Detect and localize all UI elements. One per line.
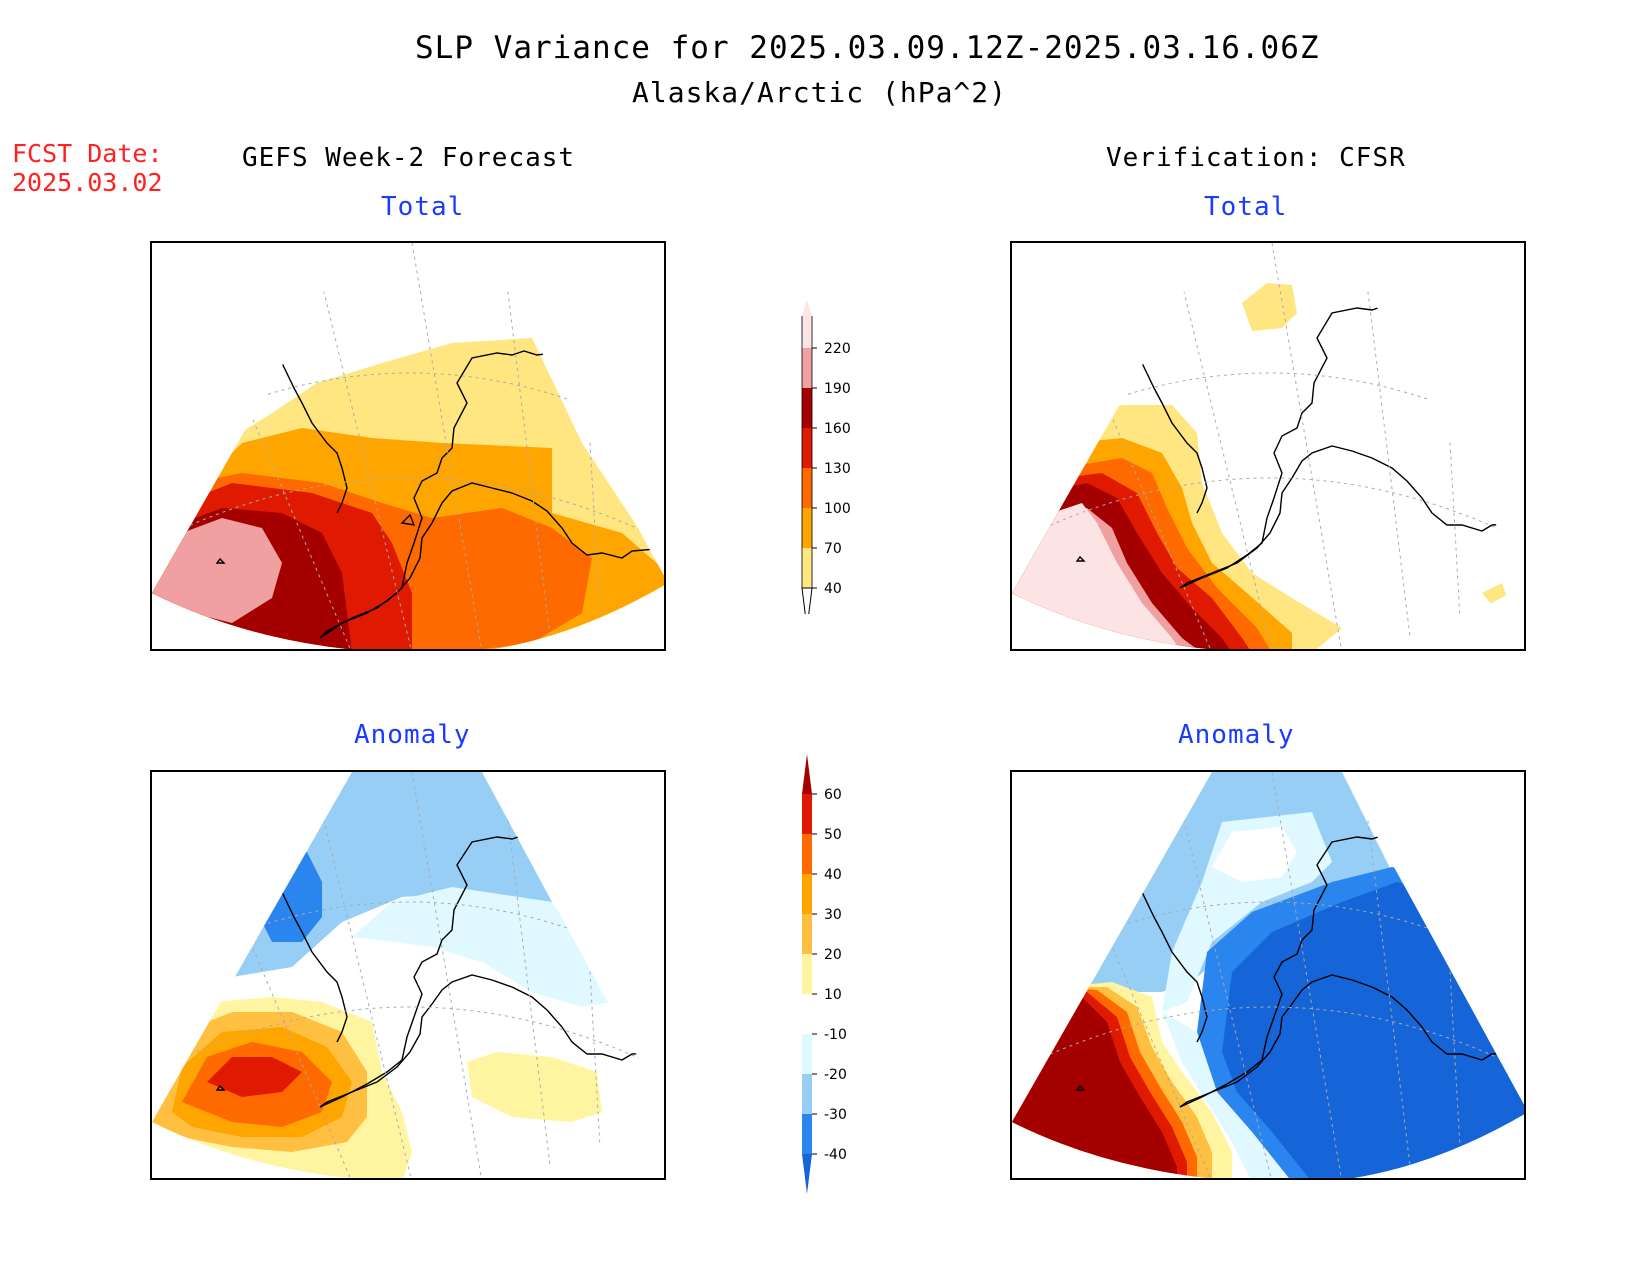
colorbar-total-box <box>802 348 812 388</box>
colorbar-anomaly-extend-bottom <box>802 1154 812 1194</box>
colorbar-total-box <box>802 508 812 548</box>
shade-40-70 <box>1482 583 1507 605</box>
shade-190-220 <box>152 518 282 623</box>
map-panel-gefs-anomaly <box>150 770 666 1180</box>
colorbar-total-tick-label: 130 <box>824 461 851 477</box>
shade-10-20 <box>467 1052 602 1122</box>
colorbar-total-tick-label: 220 <box>824 341 851 357</box>
colorbar-anomaly: -40 -30 -20 -10 10 20 30 40 50 60 <box>802 754 847 1194</box>
colorbar-total-extend-top <box>802 300 812 348</box>
column-heading-forecast: GEFS Week-2 Forecast <box>242 143 576 173</box>
colorbar-anomaly-box <box>802 1074 812 1114</box>
fcst-date-label: FCST Date: <box>12 139 163 168</box>
shade-minus10-10 <box>1162 1012 1292 1178</box>
colorbar-anomaly-tick-label: -40 <box>824 1147 847 1163</box>
colorbar-total-box <box>802 428 812 468</box>
colorbar-anomaly-extend-top <box>802 754 812 794</box>
colorbar-anomaly-tick-label: 20 <box>824 947 842 963</box>
map-panel-cfsr-total <box>1010 241 1526 651</box>
colorbar-anomaly-tick-label: -20 <box>824 1067 847 1083</box>
colorbar-anomaly-tick-label: 40 <box>824 867 842 883</box>
shade-minus30-minus20 <box>262 852 322 942</box>
colorbar-anomaly-tick-label: -10 <box>824 1027 847 1043</box>
map-panel-cfsr-anomaly <box>1010 770 1526 1180</box>
panel-title-cfsr-total: Total <box>1204 192 1288 222</box>
shade-50-60 <box>207 1057 302 1097</box>
colorbar-total-tick-label: 100 <box>824 501 851 517</box>
map-panel-gefs-total <box>150 241 666 651</box>
shade-white <box>1212 827 1297 882</box>
colorbar-anomaly-box <box>802 914 812 954</box>
colorbar-total: 40 70 100 130 160 190 220 <box>801 300 851 614</box>
colorbar-anomaly-box <box>802 794 812 834</box>
colorbar-anomaly-tick-label: 10 <box>824 987 842 1003</box>
panel-title-cfsr-anomaly: Anomaly <box>1178 720 1295 750</box>
colorbar-total-box <box>802 468 812 508</box>
column-heading-verification: Verification: CFSR <box>1106 143 1406 173</box>
colorbar-total-tick-label: 160 <box>824 421 851 437</box>
colorbar-anomaly-tick-label: -30 <box>824 1107 847 1123</box>
figure-title: SLP Variance for 2025.03.09.12Z-2025.03.… <box>415 30 1320 66</box>
colorbar-anomaly-tick-label: 50 <box>824 827 842 843</box>
panel-title-gefs-anomaly: Anomaly <box>354 720 471 750</box>
colorbar-total-box <box>802 388 812 428</box>
colorbar-total-tick-label: 190 <box>824 381 851 397</box>
colorbar-total-box <box>802 548 812 588</box>
shade-40-70 <box>1242 283 1297 331</box>
colorbar-anomaly-tick-label: 30 <box>824 907 842 923</box>
colorbar-anomaly-box <box>802 994 812 1034</box>
figure-subtitle: Alaska/Arctic (hPa^2) <box>632 76 1008 109</box>
colorbar-anomaly-box <box>802 954 812 994</box>
fcst-date-value: 2025.03.02 <box>12 168 163 197</box>
colorbar-anomaly-box <box>802 1114 812 1154</box>
panel-title-gefs-total: Total <box>381 192 465 222</box>
colorbar-total-extend-bottom <box>801 587 813 614</box>
shade-minus10-10 <box>352 887 612 1007</box>
colorbar-anomaly-box <box>802 834 812 874</box>
colorbar-anomaly-box <box>802 1034 812 1074</box>
colorbar-anomaly-box <box>802 874 812 914</box>
colorbar-total-tick-label: 40 <box>824 581 842 597</box>
colorbar-total-tick-label: 70 <box>824 541 842 557</box>
colorbar-anomaly-tick-label: 60 <box>824 787 842 803</box>
